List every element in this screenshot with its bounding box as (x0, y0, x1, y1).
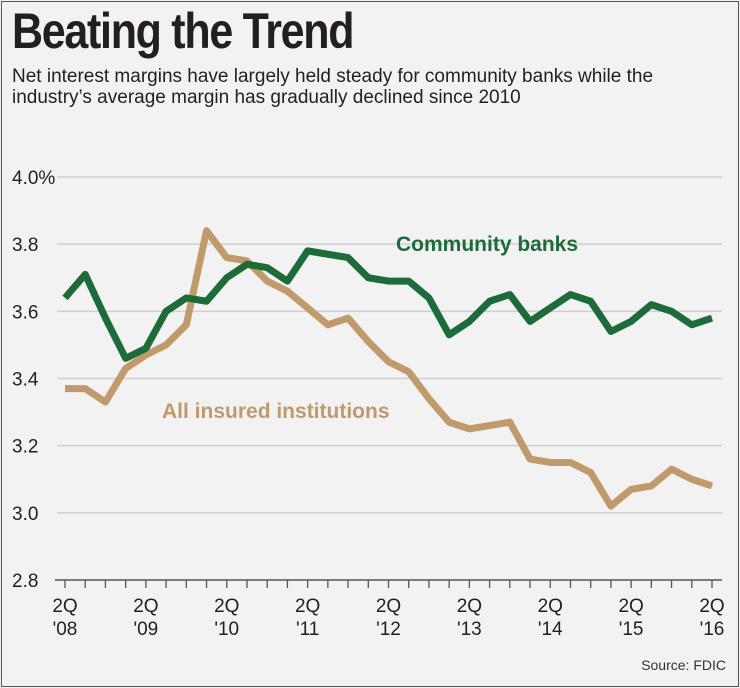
legend-community-banks: Community banks (396, 233, 578, 256)
x-tick-label: '15 (619, 619, 644, 640)
y-tick-label: 3.2 (12, 437, 38, 458)
x-tick-label: '10 (214, 619, 239, 640)
x-tick-label: 2Q (457, 596, 482, 617)
x-tick-label: 2Q (133, 596, 158, 617)
x-tick-label: 2Q (699, 596, 724, 617)
y-tick-label: 3.8 (12, 235, 38, 256)
x-tick-label: '08 (53, 619, 78, 640)
x-tick-label: 2Q (52, 596, 77, 617)
y-tick-label: 3.4 (12, 370, 39, 391)
legend-all-insured: All insured institutions (162, 400, 390, 423)
y-tick-label: 4.0% (12, 168, 55, 189)
chart-title: Beating the Trend (12, 3, 355, 59)
x-tick-label: '16 (700, 619, 725, 640)
y-tick-label: 3.6 (12, 302, 38, 323)
chart-subtitle: Net interest margins have largely held s… (12, 66, 654, 108)
x-tick-label: '13 (457, 619, 482, 640)
x-tick-label: 2Q (538, 596, 563, 617)
x-tick-label: 2Q (618, 596, 643, 617)
x-tick-label: 2Q (376, 596, 401, 617)
source-note: Source: FDIC (641, 657, 726, 673)
all-insured-line (65, 227, 714, 510)
x-tick-label: '11 (296, 619, 319, 640)
y-tick-label: 2.8 (12, 571, 38, 592)
y-tick-label: 3.0 (12, 504, 38, 525)
x-tick-label: '09 (133, 619, 158, 640)
x-tick-label: 2Q (214, 596, 239, 617)
x-tick-label: 2Q (295, 596, 320, 617)
x-tick-label: '14 (538, 619, 563, 640)
x-tick-label: '12 (376, 619, 401, 640)
community-banks-line (62, 247, 714, 362)
